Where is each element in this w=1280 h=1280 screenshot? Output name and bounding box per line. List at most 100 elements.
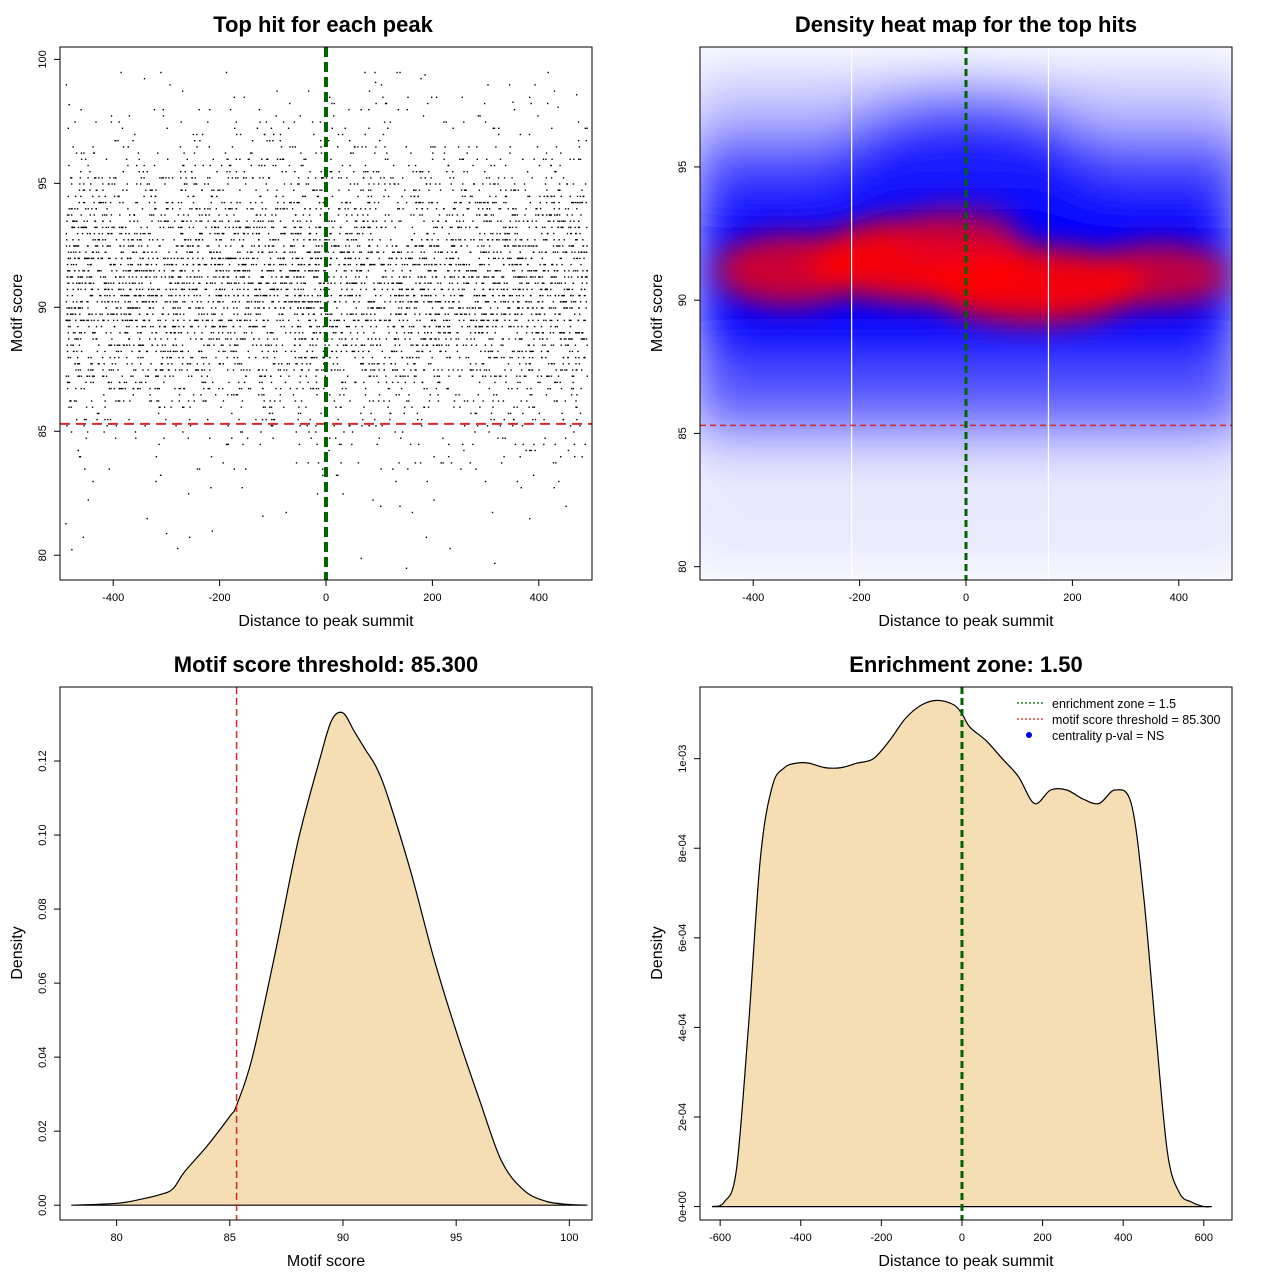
data-point xyxy=(257,220,260,222)
data-point xyxy=(551,363,553,365)
data-point xyxy=(493,276,495,278)
data-point xyxy=(468,276,470,278)
data-point xyxy=(80,171,82,173)
data-point xyxy=(69,356,72,359)
data-point xyxy=(449,332,451,334)
data-point xyxy=(367,195,369,198)
data-point xyxy=(381,263,383,266)
data-point xyxy=(387,127,389,129)
data-point xyxy=(387,325,389,328)
data-point xyxy=(265,282,267,284)
data-point xyxy=(456,214,459,216)
data-point xyxy=(505,239,507,241)
data-point xyxy=(514,443,517,446)
data-point xyxy=(79,251,81,253)
data-point xyxy=(181,406,184,408)
data-point xyxy=(529,449,531,452)
data-point xyxy=(450,183,452,185)
data-point xyxy=(570,245,572,247)
data-point xyxy=(68,282,70,284)
data-point xyxy=(286,276,288,278)
data-point xyxy=(580,263,582,266)
data-point xyxy=(127,270,129,272)
data-point xyxy=(451,301,454,303)
data-point xyxy=(438,214,441,216)
data-point xyxy=(210,257,213,260)
data-point xyxy=(554,282,556,284)
data-point xyxy=(522,288,524,291)
data-point xyxy=(519,456,521,458)
data-point xyxy=(140,276,143,278)
data-point xyxy=(236,338,238,340)
data-point xyxy=(238,220,240,222)
data-point xyxy=(478,307,480,309)
data-point xyxy=(205,319,208,322)
data-point xyxy=(153,276,155,278)
data-point xyxy=(554,214,556,216)
data-point xyxy=(472,443,474,446)
data-point xyxy=(323,387,325,390)
data-point xyxy=(217,263,219,266)
data-point xyxy=(231,412,233,415)
data-point xyxy=(145,189,147,191)
data-point xyxy=(398,394,400,396)
data-point xyxy=(468,201,471,204)
data-point xyxy=(494,301,496,303)
data-point xyxy=(66,319,69,322)
data-point xyxy=(370,412,372,415)
data-point xyxy=(550,164,552,167)
data-point xyxy=(520,257,522,260)
data-point xyxy=(384,183,386,185)
data-point xyxy=(71,177,73,179)
data-point xyxy=(288,319,290,322)
data-point xyxy=(90,263,92,266)
data-point xyxy=(545,201,548,204)
data-point xyxy=(472,276,474,278)
data-point xyxy=(286,208,288,210)
data-point xyxy=(579,195,582,198)
data-point xyxy=(529,363,531,365)
data-point xyxy=(407,400,410,402)
data-point xyxy=(98,195,100,198)
data-point xyxy=(115,400,117,402)
data-point xyxy=(347,257,349,260)
data-point xyxy=(174,220,176,222)
data-point xyxy=(409,257,411,260)
data-point xyxy=(463,282,465,284)
data-point xyxy=(270,375,272,377)
data-point xyxy=(360,270,362,272)
data-point xyxy=(149,387,151,390)
data-point xyxy=(258,369,260,371)
data-point xyxy=(312,387,314,390)
data-point xyxy=(577,276,579,278)
data-point xyxy=(437,369,439,371)
data-point xyxy=(363,226,366,229)
data-point xyxy=(496,313,498,315)
data-point xyxy=(320,140,322,142)
data-point xyxy=(89,276,92,278)
data-point xyxy=(551,226,553,229)
data-point xyxy=(235,394,237,396)
data-point xyxy=(283,201,285,204)
data-point xyxy=(116,319,119,322)
data-point xyxy=(120,294,122,297)
data-point xyxy=(175,245,178,247)
data-point xyxy=(483,102,486,105)
data-point xyxy=(96,245,99,247)
data-point xyxy=(500,189,502,191)
data-point xyxy=(427,301,429,303)
data-point xyxy=(458,301,460,303)
data-point xyxy=(546,288,548,291)
data-point xyxy=(529,518,531,520)
data-point xyxy=(511,356,513,359)
data-point xyxy=(367,251,370,253)
data-point xyxy=(324,375,326,377)
data-point xyxy=(569,195,571,198)
data-point xyxy=(299,294,301,297)
data-point xyxy=(289,332,292,334)
data-point xyxy=(450,462,453,464)
data-point xyxy=(333,276,335,278)
data-point xyxy=(396,332,398,334)
data-point xyxy=(182,431,184,433)
